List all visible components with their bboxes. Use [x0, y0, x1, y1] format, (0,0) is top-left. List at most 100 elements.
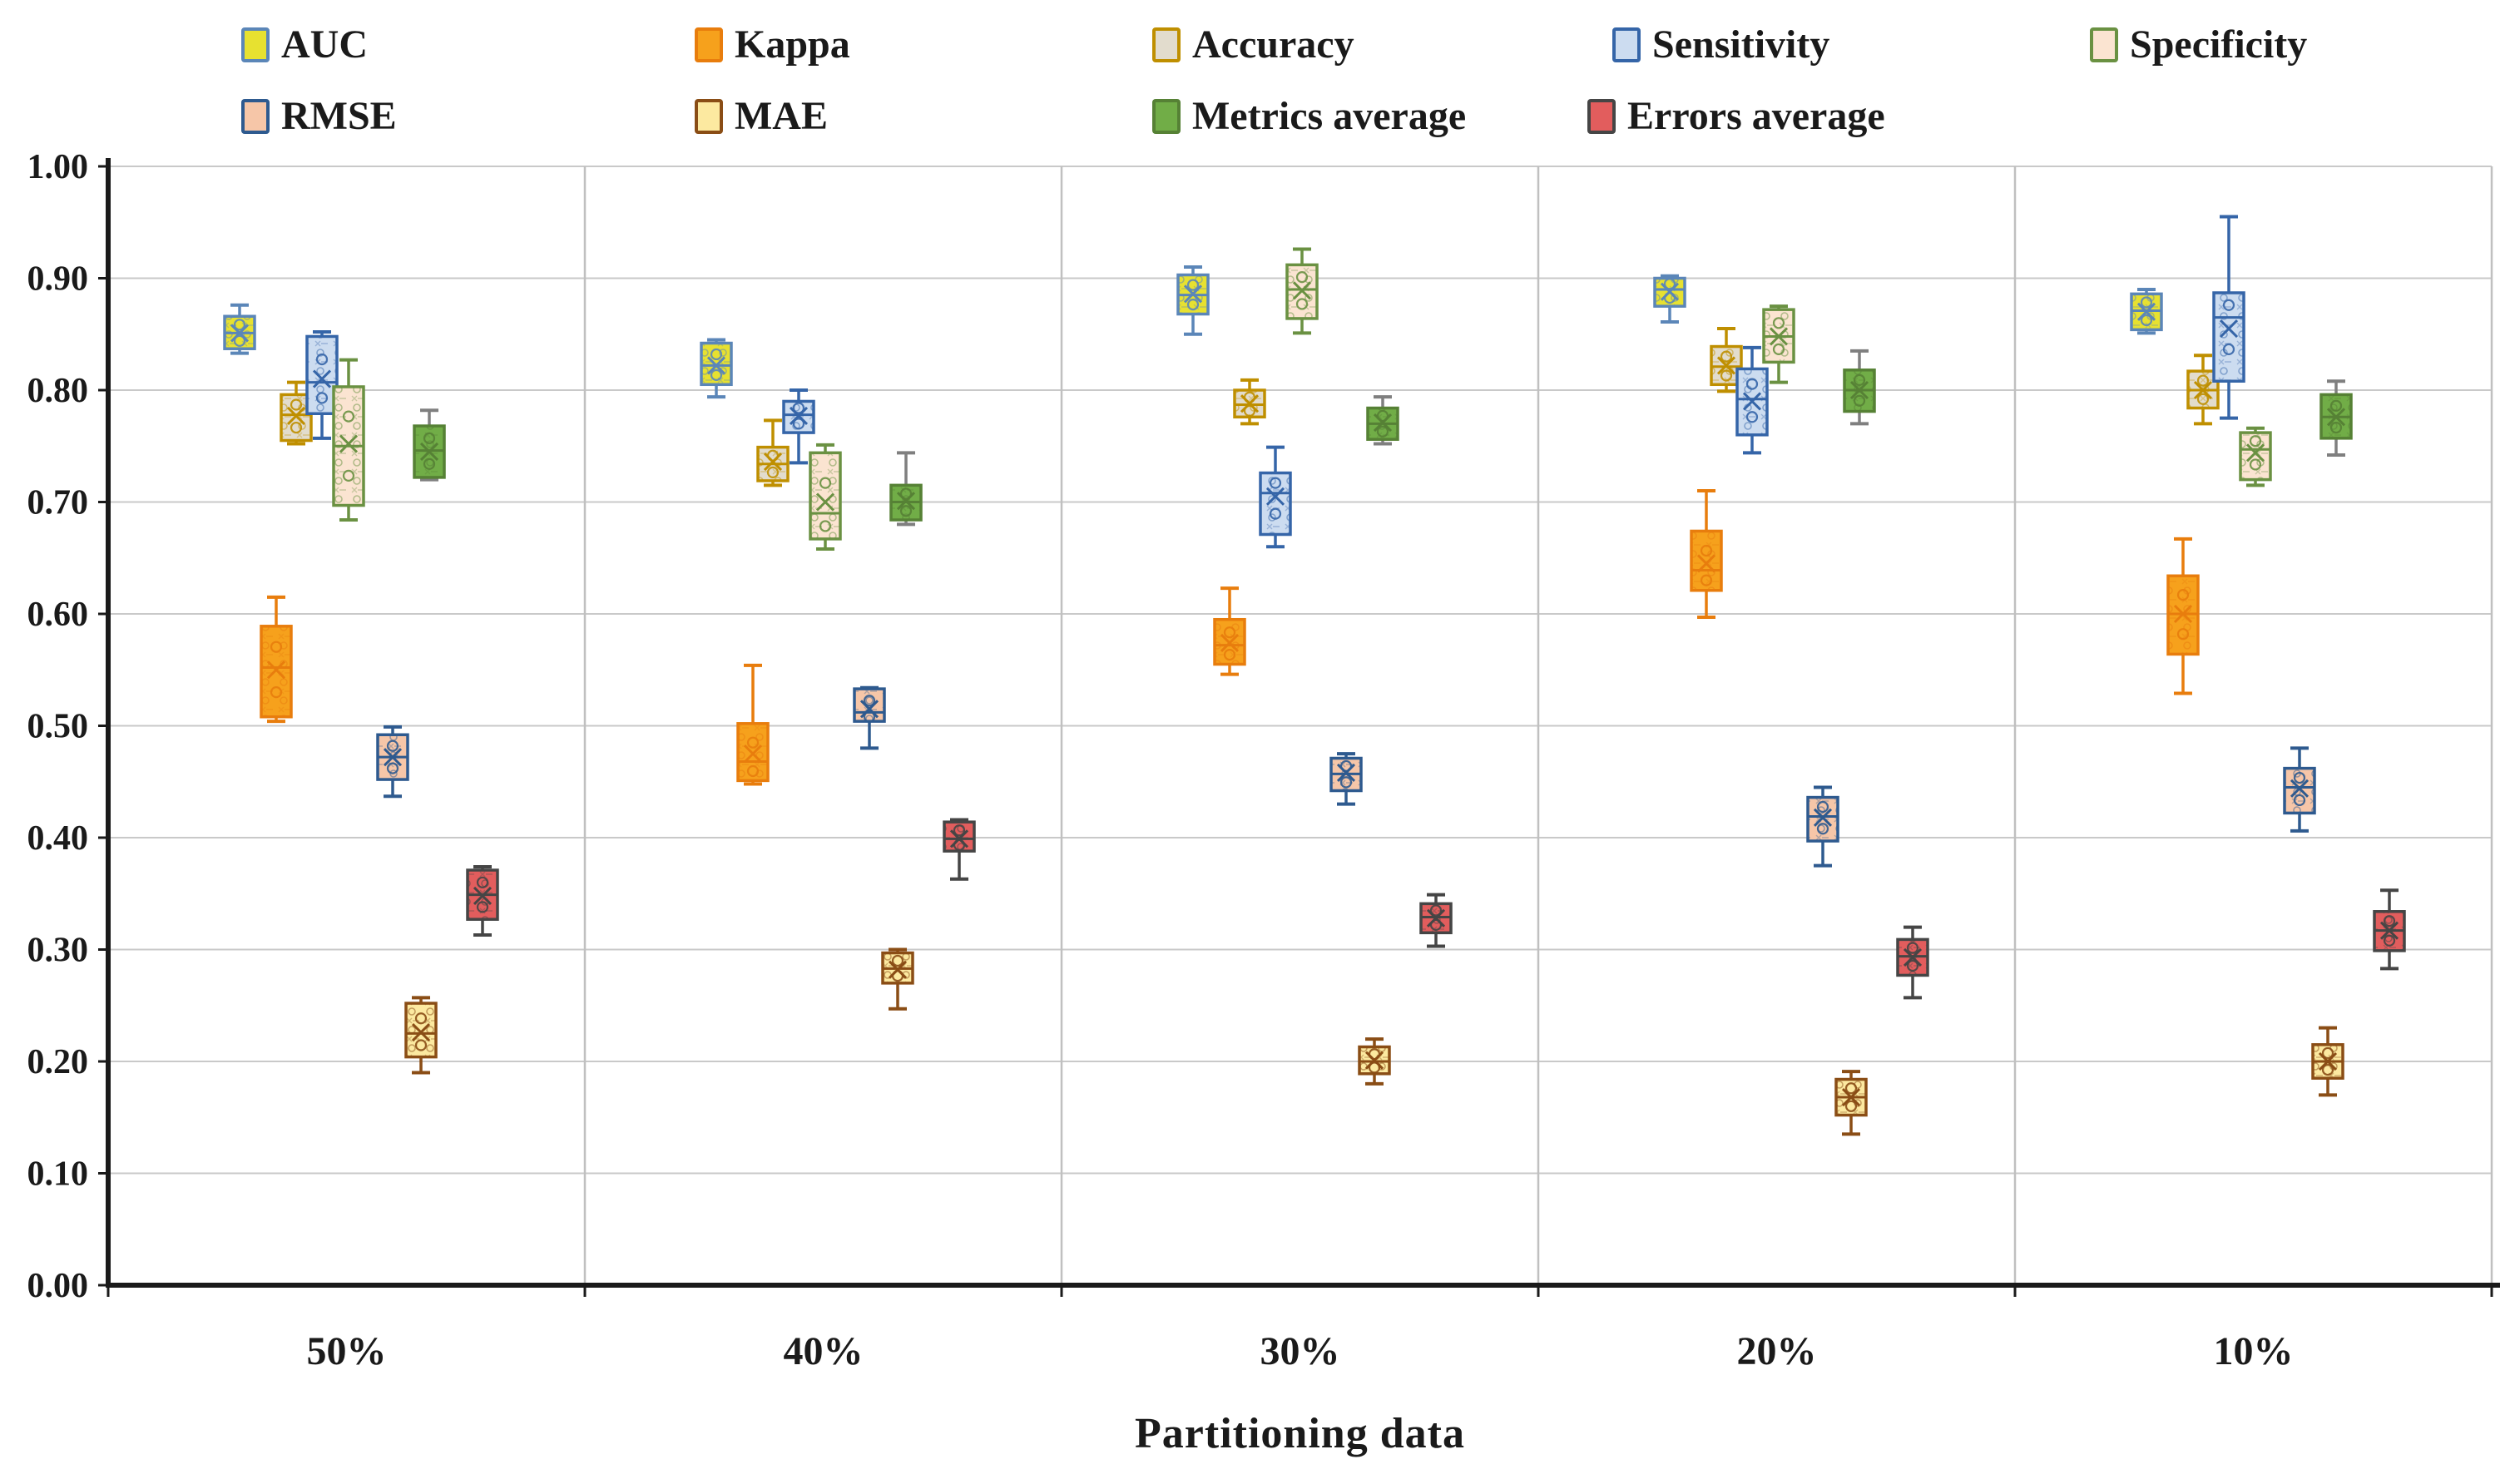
inner-dot [953, 838, 966, 851]
inner-dot [2329, 399, 2343, 412]
legend-item-sensitivity: Sensitivity [1612, 22, 1829, 68]
box-rect [943, 820, 976, 853]
box-rect [2212, 291, 2245, 383]
mean-marker [706, 356, 726, 375]
inner-dot [863, 695, 876, 707]
inner-dot [1700, 544, 1713, 557]
box-errors-average-30% [1419, 893, 1453, 948]
inner-dot [2140, 314, 2153, 327]
box-sensitivity-10% [2212, 215, 2245, 420]
box-kappa-20% [1690, 489, 1723, 620]
inner-dot [423, 458, 436, 470]
legend-swatch-icon [1152, 99, 1181, 134]
inner-dot [2249, 458, 2262, 471]
inner-dot [891, 970, 904, 982]
legend-item-errors-average: Errors average [1587, 93, 1885, 140]
mean-marker [1183, 284, 1203, 304]
legend-swatch-icon [1587, 99, 1616, 134]
mean-marker [743, 744, 763, 764]
inner-dot [2222, 343, 2235, 356]
inner-dot [2196, 393, 2210, 405]
inner-dot [386, 740, 399, 752]
mean-marker [419, 442, 439, 462]
inner-dot [1295, 298, 1309, 310]
inner-dot [710, 369, 723, 381]
box-kappa-10% [2166, 537, 2200, 695]
y-tick-label: 0.40 [27, 819, 89, 858]
inner-dot [1844, 1082, 1858, 1095]
box-mae-50% [404, 996, 438, 1075]
legend-item-accuracy: Accuracy [1152, 22, 1354, 68]
box-metrics-average-50% [413, 408, 446, 482]
box-rmse-30% [1329, 752, 1363, 806]
inner-dot [476, 901, 489, 913]
box-kappa-30% [1213, 586, 1246, 676]
inner-dot [899, 487, 913, 500]
mean-marker [230, 324, 250, 343]
y-tick-label: 0.70 [27, 484, 89, 522]
box-errors-average-50% [466, 864, 499, 937]
mean-marker [1849, 380, 1869, 400]
inner-dot [1223, 648, 1236, 661]
x-category-label: 10% [2214, 1329, 2294, 1373]
mean-marker [2219, 319, 2239, 339]
mean-marker [1265, 487, 1285, 506]
box-mae-10% [2311, 1026, 2344, 1097]
legend-swatch-icon [1612, 27, 1641, 62]
inner-dot [423, 432, 436, 444]
inner-dot [766, 466, 780, 478]
legend-label: MAE [735, 94, 828, 138]
box-rect [305, 334, 339, 415]
box-metrics-average-40% [889, 451, 923, 527]
inner-dot [315, 353, 329, 366]
inner-dot [2329, 421, 2343, 434]
series-kappa [260, 489, 2200, 786]
legend-swatch-icon [695, 99, 723, 134]
mean-marker [339, 434, 359, 453]
x-category-label: 20% [1737, 1329, 1817, 1373]
box-specificity-20% [1762, 304, 1795, 384]
inner-dot [1816, 800, 1829, 814]
inner-dot [270, 641, 283, 653]
box-rect [2283, 766, 2316, 815]
series-errors-average [466, 818, 2406, 1000]
box-auc-30% [1176, 265, 1210, 336]
inner-dot [2140, 296, 2153, 309]
mean-marker [2318, 1051, 2338, 1071]
mean-marker [473, 886, 493, 906]
mean-marker [1769, 327, 1789, 346]
box-auc-40% [700, 338, 733, 399]
mean-marker [2290, 779, 2309, 798]
inner-dot [1772, 343, 1785, 356]
inner-dot [1243, 391, 1256, 403]
inner-dot [953, 824, 966, 837]
series-accuracy [280, 327, 2220, 487]
inner-dot [1376, 409, 1389, 423]
inner-dot [792, 418, 805, 430]
series-rmse [376, 685, 2316, 868]
inner-dot [1745, 378, 1759, 390]
inner-dot [819, 520, 832, 532]
box-mae-40% [881, 947, 914, 1011]
box-metrics-average-30% [1366, 395, 1399, 446]
y-tick-label: 0.60 [27, 596, 89, 634]
box-errors-average-20% [1896, 925, 1929, 1000]
box-sensitivity-20% [1735, 345, 1769, 455]
y-tick-label: 0.50 [27, 708, 89, 746]
inner-dot [1223, 626, 1236, 639]
mean-marker [1742, 392, 1762, 411]
box-rmse-20% [1806, 785, 1839, 868]
series-metrics-average [413, 349, 2353, 527]
box-specificity-10% [2239, 426, 2272, 487]
legend-label: AUC [281, 22, 368, 67]
inner-dot [476, 876, 489, 888]
inner-dot [2222, 299, 2235, 311]
inner-dot [2293, 771, 2306, 784]
box-series-layer [223, 215, 2406, 1136]
inner-dot [342, 410, 355, 423]
inner-dot [1186, 279, 1200, 291]
box-rect [404, 1002, 438, 1059]
inner-dot [1368, 1048, 1381, 1061]
